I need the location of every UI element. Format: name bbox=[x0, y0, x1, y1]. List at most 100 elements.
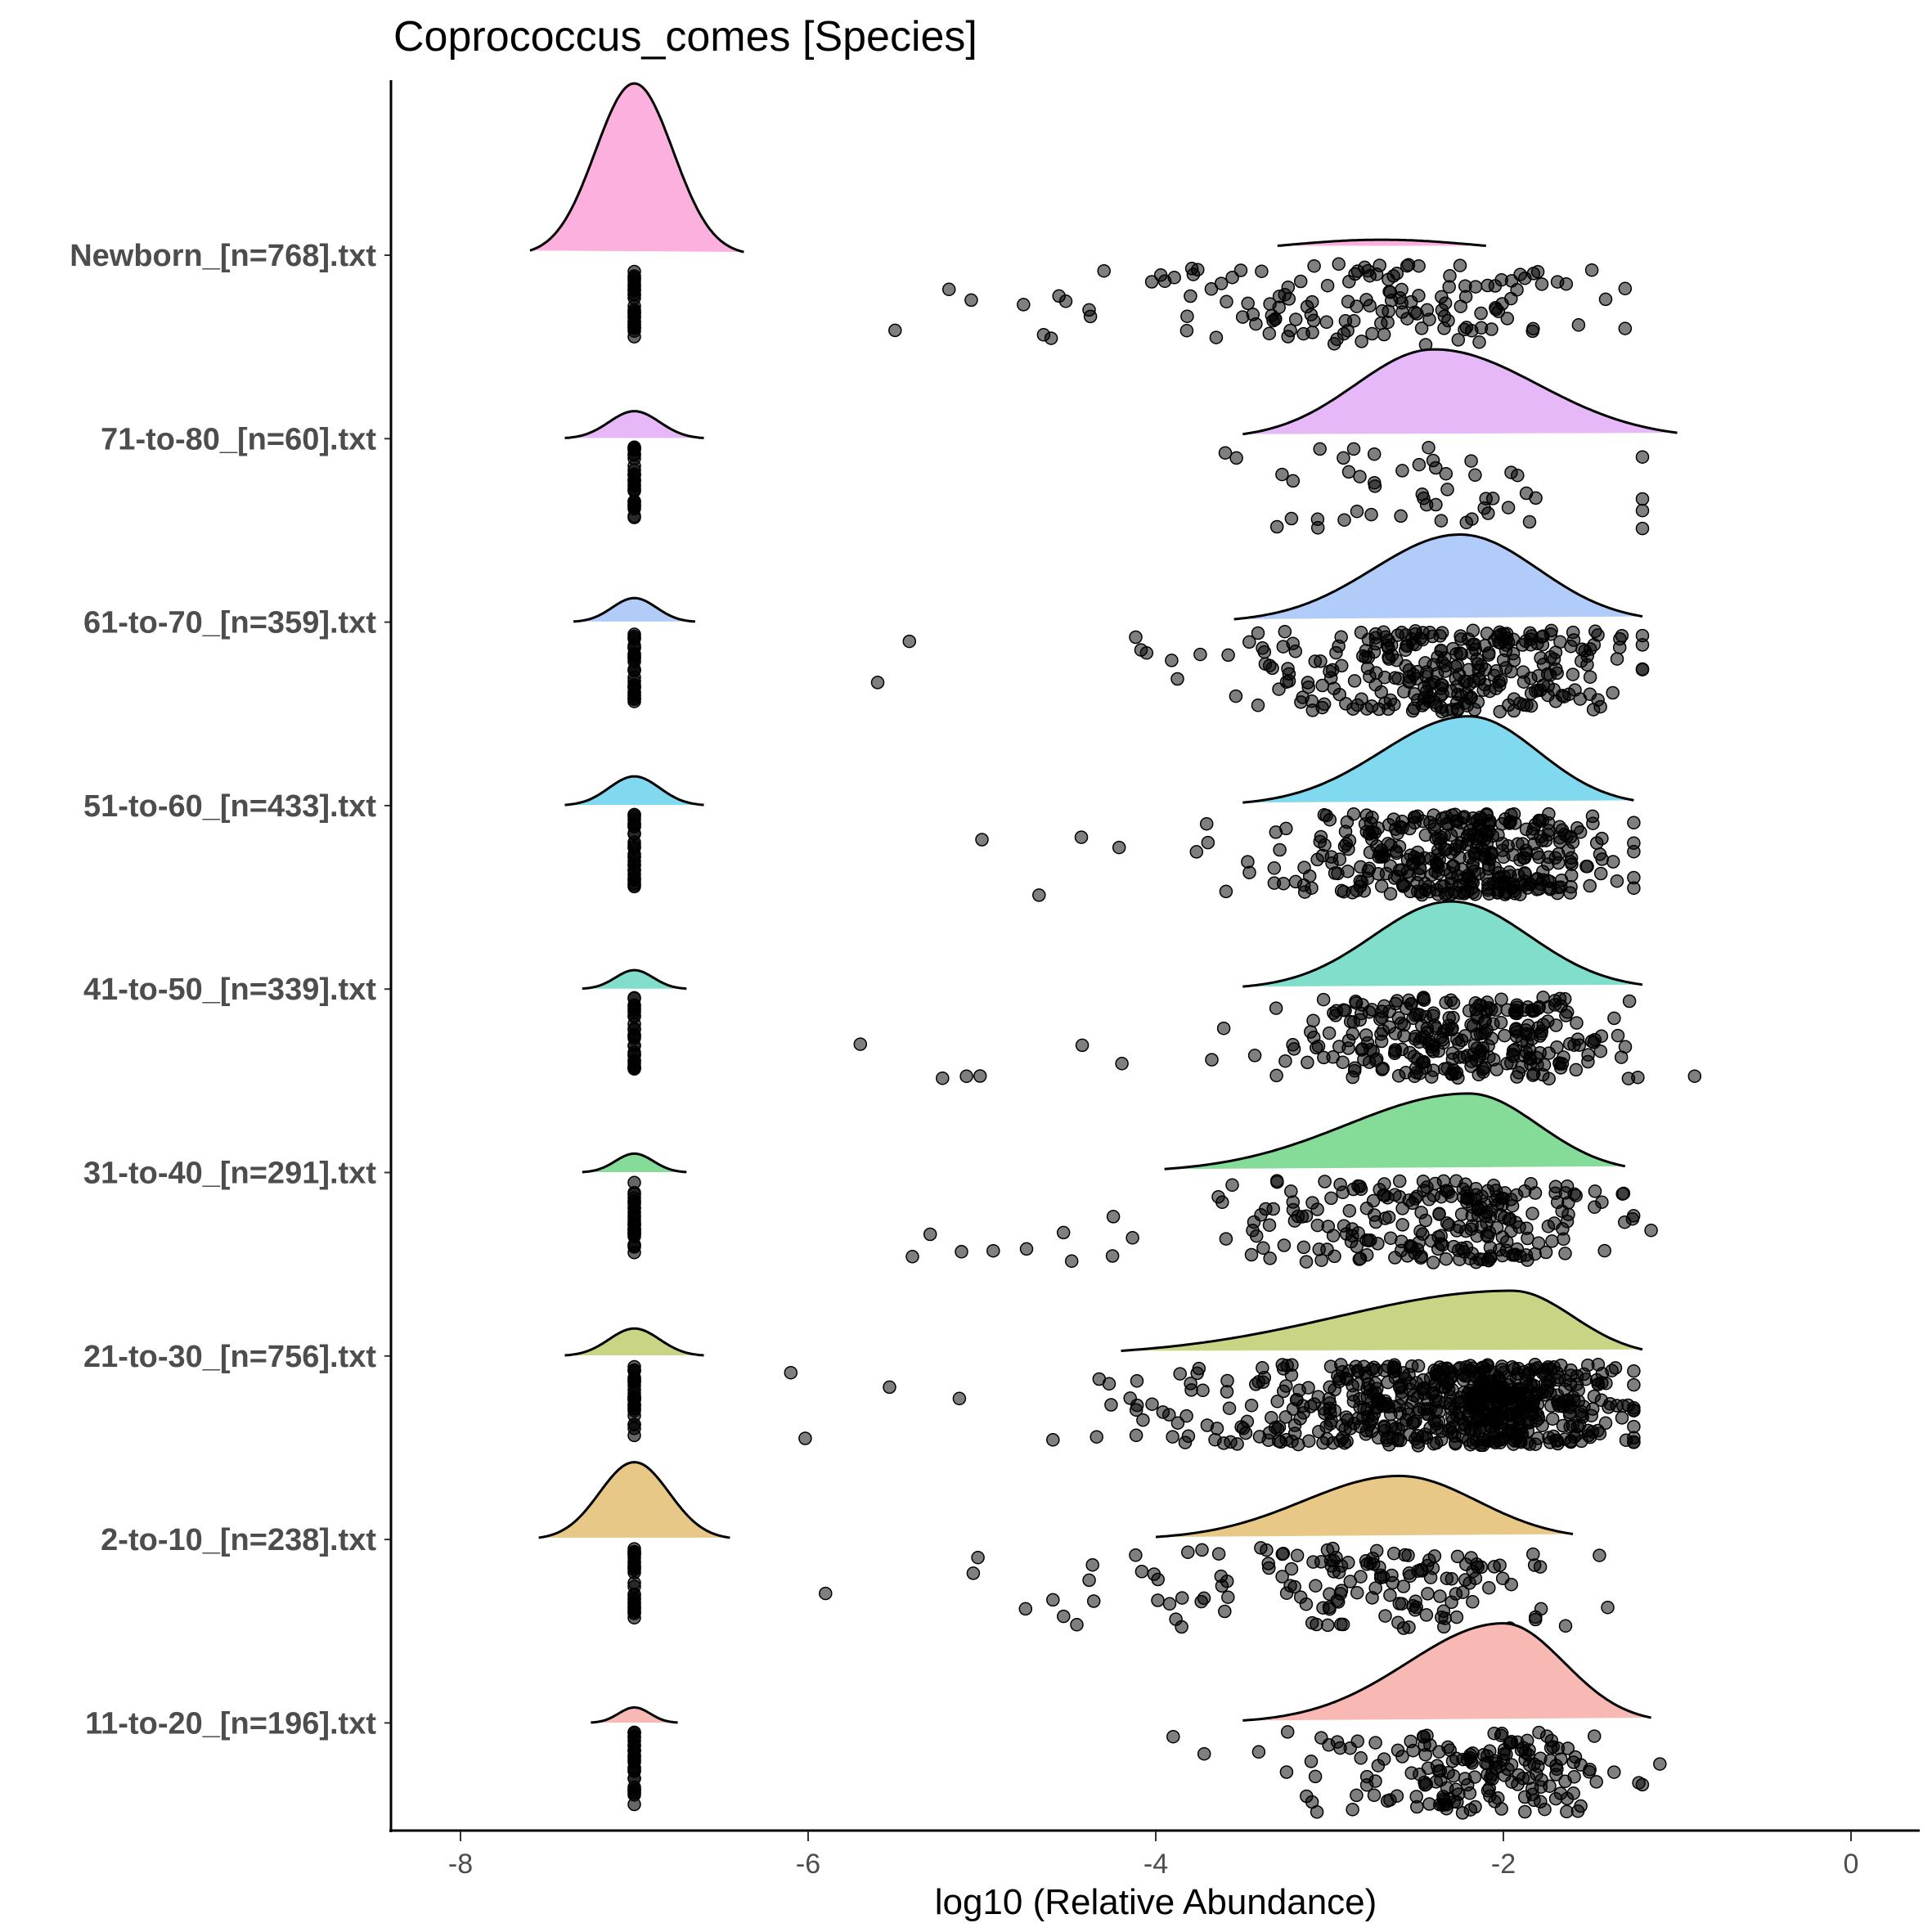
data-point bbox=[1593, 847, 1607, 861]
data-point bbox=[1525, 324, 1539, 339]
data-point bbox=[1413, 1563, 1428, 1577]
data-point bbox=[1477, 639, 1492, 653]
data-point bbox=[1481, 881, 1495, 895]
data-point bbox=[1525, 1400, 1540, 1413]
data-point bbox=[1193, 647, 1207, 662]
data-point bbox=[1606, 855, 1620, 869]
data-point bbox=[1416, 1174, 1431, 1188]
data-point bbox=[1488, 1795, 1502, 1808]
data-point bbox=[1495, 1571, 1510, 1585]
data-point bbox=[1375, 1063, 1390, 1076]
data-point bbox=[1409, 1790, 1423, 1804]
data-point bbox=[1347, 674, 1362, 688]
data-point bbox=[1548, 645, 1563, 659]
data-point bbox=[1184, 1383, 1198, 1397]
data-point bbox=[1332, 852, 1347, 866]
data-point bbox=[1430, 1364, 1444, 1378]
data-point bbox=[1229, 689, 1243, 703]
data-point bbox=[1409, 1066, 1424, 1080]
data-point bbox=[1427, 1436, 1441, 1451]
data-point bbox=[1340, 1435, 1354, 1449]
data-point bbox=[1471, 1011, 1485, 1025]
data-point bbox=[1418, 656, 1432, 670]
data-point bbox=[1229, 451, 1243, 465]
data-point bbox=[1382, 818, 1396, 832]
data-point bbox=[1272, 290, 1287, 303]
data-point bbox=[1126, 1231, 1139, 1245]
data-point bbox=[1436, 1174, 1451, 1188]
data-point bbox=[1156, 1405, 1170, 1419]
group-2: 61-to-70_[n=359].txt bbox=[83, 533, 1650, 719]
data-point bbox=[1438, 296, 1453, 310]
zero-density-outline bbox=[591, 1706, 678, 1724]
data-point bbox=[966, 1566, 981, 1580]
data-point bbox=[1581, 1358, 1595, 1373]
data-point bbox=[1435, 1610, 1449, 1624]
data-point bbox=[1566, 667, 1580, 681]
data-point bbox=[923, 1227, 937, 1242]
data-point bbox=[1501, 501, 1516, 514]
data-point bbox=[1530, 1050, 1544, 1065]
data-point bbox=[1584, 263, 1599, 277]
data-point bbox=[1482, 1580, 1496, 1595]
zero-point bbox=[627, 441, 641, 456]
data-point bbox=[1466, 1595, 1480, 1609]
data-point bbox=[1462, 1786, 1477, 1800]
data-point bbox=[1361, 650, 1376, 664]
data-point bbox=[1346, 1803, 1359, 1817]
data-point bbox=[1082, 1573, 1096, 1588]
data-point bbox=[1312, 1424, 1326, 1439]
zero-point bbox=[627, 1003, 641, 1017]
data-point bbox=[1359, 293, 1373, 307]
data-point bbox=[1269, 519, 1284, 534]
data-point bbox=[1465, 512, 1479, 526]
data-point bbox=[1525, 1206, 1539, 1220]
data-point bbox=[1383, 1588, 1397, 1602]
data-point bbox=[1622, 994, 1637, 1009]
data-point bbox=[1241, 855, 1255, 869]
data-point bbox=[1453, 258, 1467, 272]
density-fill bbox=[1121, 1291, 1642, 1351]
data-point bbox=[1318, 1175, 1332, 1188]
data-point bbox=[819, 1586, 833, 1601]
data-point bbox=[1279, 821, 1293, 836]
data-point bbox=[1387, 698, 1401, 712]
data-point bbox=[1153, 268, 1168, 282]
data-point bbox=[1286, 474, 1301, 488]
data-point bbox=[1218, 1604, 1232, 1619]
data-point bbox=[1323, 1406, 1337, 1421]
zero-density-fill bbox=[573, 598, 695, 622]
data-point bbox=[1332, 1566, 1346, 1579]
data-point bbox=[1511, 1367, 1525, 1381]
data-point bbox=[1561, 1196, 1575, 1210]
data-point bbox=[1363, 669, 1377, 684]
data-point bbox=[1394, 1016, 1409, 1031]
data-point bbox=[1532, 1387, 1546, 1402]
data-point bbox=[1510, 1431, 1524, 1446]
data-point bbox=[1619, 1433, 1633, 1447]
data-point bbox=[1419, 1608, 1434, 1622]
data-point bbox=[1338, 824, 1353, 838]
data-point bbox=[1606, 685, 1620, 700]
density-outline bbox=[1242, 900, 1643, 988]
data-point bbox=[1434, 1189, 1449, 1204]
data-point bbox=[1301, 1055, 1314, 1070]
data-point bbox=[1278, 1054, 1292, 1068]
data-point bbox=[1374, 1396, 1388, 1411]
density-fill bbox=[1277, 240, 1486, 246]
data-point bbox=[1392, 1189, 1407, 1204]
data-point bbox=[1644, 1223, 1658, 1238]
data-point bbox=[1296, 1240, 1311, 1255]
data-point bbox=[1445, 1370, 1458, 1385]
data-point bbox=[1618, 1040, 1633, 1054]
data-point bbox=[1574, 1799, 1588, 1813]
data-point bbox=[1421, 1587, 1435, 1601]
data-point bbox=[1162, 1597, 1177, 1611]
data-point bbox=[1450, 838, 1464, 853]
data-point bbox=[1147, 1567, 1161, 1581]
data-point bbox=[1382, 633, 1395, 648]
data-point bbox=[1440, 1571, 1454, 1585]
data-point bbox=[1252, 1430, 1267, 1444]
data-point bbox=[1351, 1179, 1365, 1193]
zero-point bbox=[627, 321, 641, 335]
